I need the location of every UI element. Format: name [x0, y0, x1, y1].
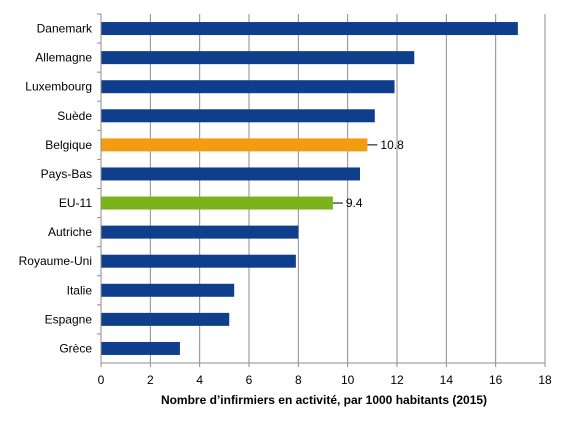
category-label-pays-bas: Pays-Bas: [41, 167, 92, 181]
x-tick-label-6: 6: [246, 373, 253, 387]
x-tick-label-10: 10: [341, 373, 355, 387]
bar-su-de: [101, 109, 375, 123]
bar-luxembourg: [101, 80, 395, 94]
x-tick-label-18: 18: [538, 373, 552, 387]
bar-eu-11: [101, 196, 333, 210]
x-tick-label-12: 12: [390, 373, 404, 387]
x-tick-label-0: 0: [98, 373, 105, 387]
category-label-luxembourg: Luxembourg: [25, 80, 92, 94]
x-tick-label-16: 16: [489, 373, 503, 387]
category-label-belgique: Belgique: [45, 138, 92, 152]
bar-gr-ce: [101, 341, 180, 355]
bar-pays-bas: [101, 167, 360, 181]
bar-allemagne: [101, 51, 415, 65]
category-label-autriche: Autriche: [48, 225, 92, 239]
category-labels: Danemark Allemagne Luxembourg Suède Belgique…: [19, 22, 93, 356]
bar-autriche: [101, 225, 299, 239]
grid-lines: [149, 14, 546, 363]
bar-belgique: [101, 138, 368, 152]
x-tick-label-2: 2: [147, 373, 154, 387]
category-label-allemagne: Allemagne: [35, 51, 92, 65]
data-labels: 10.8 9.4: [332, 138, 404, 210]
category-label-eu-11: EU-11: [59, 196, 92, 210]
bar-italie: [101, 283, 235, 297]
category-label-su-de: Suède: [57, 109, 92, 123]
category-label-italie: Italie: [67, 283, 93, 297]
x-tick-labels: 0 2 4 6 8 10 12 14 16 18: [98, 373, 552, 387]
category-label-espagne: Espagne: [45, 312, 93, 326]
category-label-danemark: Danemark: [37, 22, 93, 36]
x-tick-label-14: 14: [440, 373, 454, 387]
category-label-gr-ce: Grèce: [59, 341, 92, 355]
x-axis-title: Nombre d’infirmiers en activité, par 100…: [161, 393, 487, 407]
x-tick-label-4: 4: [196, 373, 203, 387]
bar-danemark: [101, 22, 518, 36]
bars: [101, 22, 518, 355]
bar-espagne: [101, 312, 230, 326]
data-label-eu-11: 9.4: [346, 196, 363, 210]
axes: [97, 13, 546, 367]
data-label-belgique: 10.8: [380, 138, 404, 152]
bar-royaume-uni: [101, 254, 296, 268]
category-label-royaume-uni: Royaume-Uni: [19, 254, 92, 268]
x-tick-label-8: 8: [295, 373, 302, 387]
